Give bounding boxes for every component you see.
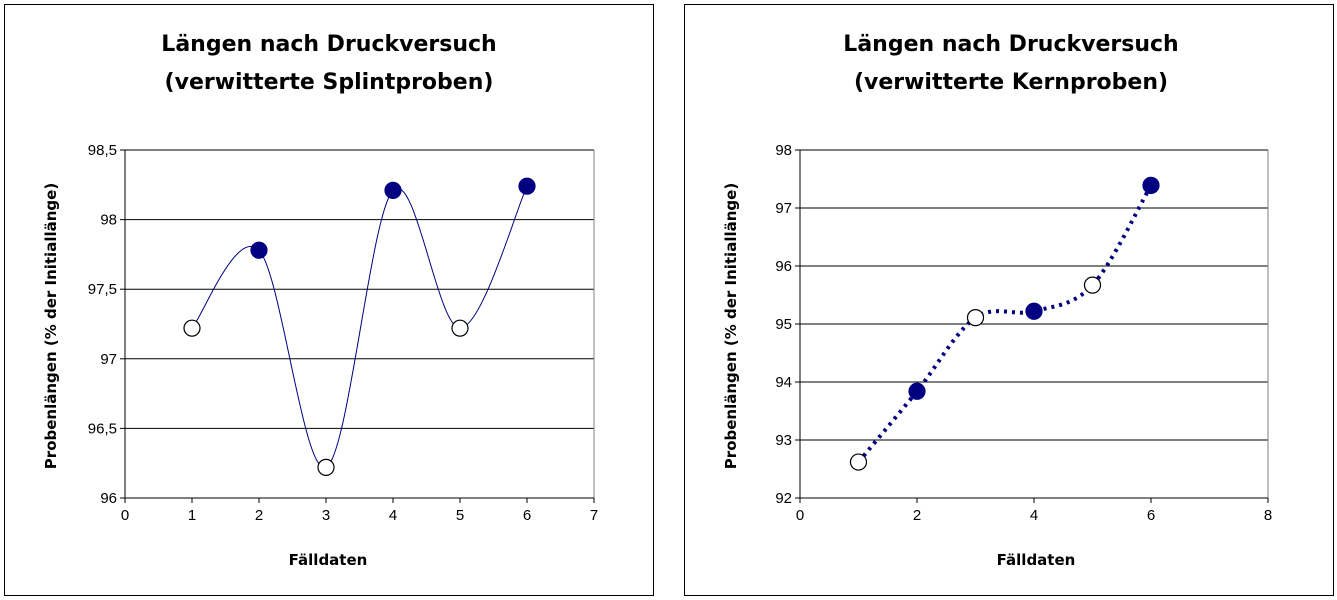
x-tick-label: 6 — [523, 507, 531, 524]
y-tick-label: 94 — [775, 374, 792, 391]
data-point-open — [183, 319, 201, 337]
x-tick-label: 4 — [389, 507, 397, 524]
x-tick-label: 5 — [456, 507, 464, 524]
data-point-filled — [384, 181, 402, 199]
y-tick-label: 92 — [775, 490, 792, 507]
x-tick-label: 6 — [1147, 507, 1155, 524]
x-tick-label: 3 — [322, 507, 330, 524]
chart-title-line-1: Längen nach Druckversuch — [161, 32, 496, 57]
x-tick-label: 2 — [913, 507, 921, 524]
plot-area-kern: 92 93 94 95 96 97 98 0 2 4 6 8 — [775, 142, 1272, 524]
data-point-open — [849, 453, 868, 471]
y-tick-label: 93 — [775, 432, 792, 449]
y-tick-label: 98 — [775, 142, 792, 159]
x-tick-label: 8 — [1264, 507, 1272, 524]
x-tick-label: 4 — [1030, 507, 1038, 524]
x-axis-label: Fälldaten — [997, 551, 1076, 569]
x-tick-label: 0 — [121, 507, 129, 524]
x-tick-label: 0 — [796, 507, 804, 524]
data-point-open — [966, 309, 985, 327]
chart-title-line-2: (verwitterte Splintproben) — [165, 70, 494, 95]
data-point-open — [451, 319, 469, 337]
chart-panel-kern: Längen nach Druckversuch (verwitterte Ke… — [684, 4, 1334, 596]
x-tick-label: 7 — [590, 507, 598, 524]
x-tick-label: 1 — [188, 507, 196, 524]
chart-title-line-2: (verwitterte Kernproben) — [854, 70, 1168, 95]
y-tick-label: 97 — [775, 200, 792, 217]
data-point-open — [1083, 276, 1102, 294]
y-tick-label: 97 — [100, 351, 117, 368]
y-tick-label: 96 — [775, 258, 792, 275]
plot-area-splint: 96 96,5 97 97,5 98 98,5 0 1 2 3 4 5 6 7 — [88, 142, 598, 524]
data-point-filled — [250, 241, 268, 259]
chart-svg-kern: Längen nach Druckversuch (verwitterte Ke… — [722, 32, 1272, 569]
chart-panel-splint: Längen nach Druckversuch (verwitterte Sp… — [4, 4, 654, 596]
series-line — [191, 185, 528, 468]
y-tick-label: 97,5 — [88, 281, 117, 298]
y-axis-label: Probenlängen (% der Initiallänge) — [722, 183, 740, 469]
data-point-filled — [1142, 176, 1160, 194]
chart-title-line-1: Längen nach Druckversuch — [843, 32, 1178, 57]
y-tick-label: 96 — [100, 490, 117, 507]
series-line — [856, 184, 1153, 464]
data-point-filled — [908, 382, 926, 400]
data-point-filled — [518, 177, 536, 195]
chart-svg-splint: Längen nach Druckversuch (verwitterte Sp… — [42, 32, 598, 569]
y-tick-label: 98 — [100, 212, 117, 229]
y-tick-label: 98,5 — [88, 142, 117, 159]
x-axis-label: Fälldaten — [289, 551, 368, 569]
y-axis-label: Probenlängen (% der Initiallänge) — [42, 183, 60, 469]
data-point-open — [317, 458, 335, 476]
y-tick-label: 95 — [775, 316, 792, 333]
x-tick-label: 2 — [255, 507, 263, 524]
y-tick-label: 96,5 — [88, 420, 117, 437]
data-point-filled — [1025, 302, 1043, 320]
